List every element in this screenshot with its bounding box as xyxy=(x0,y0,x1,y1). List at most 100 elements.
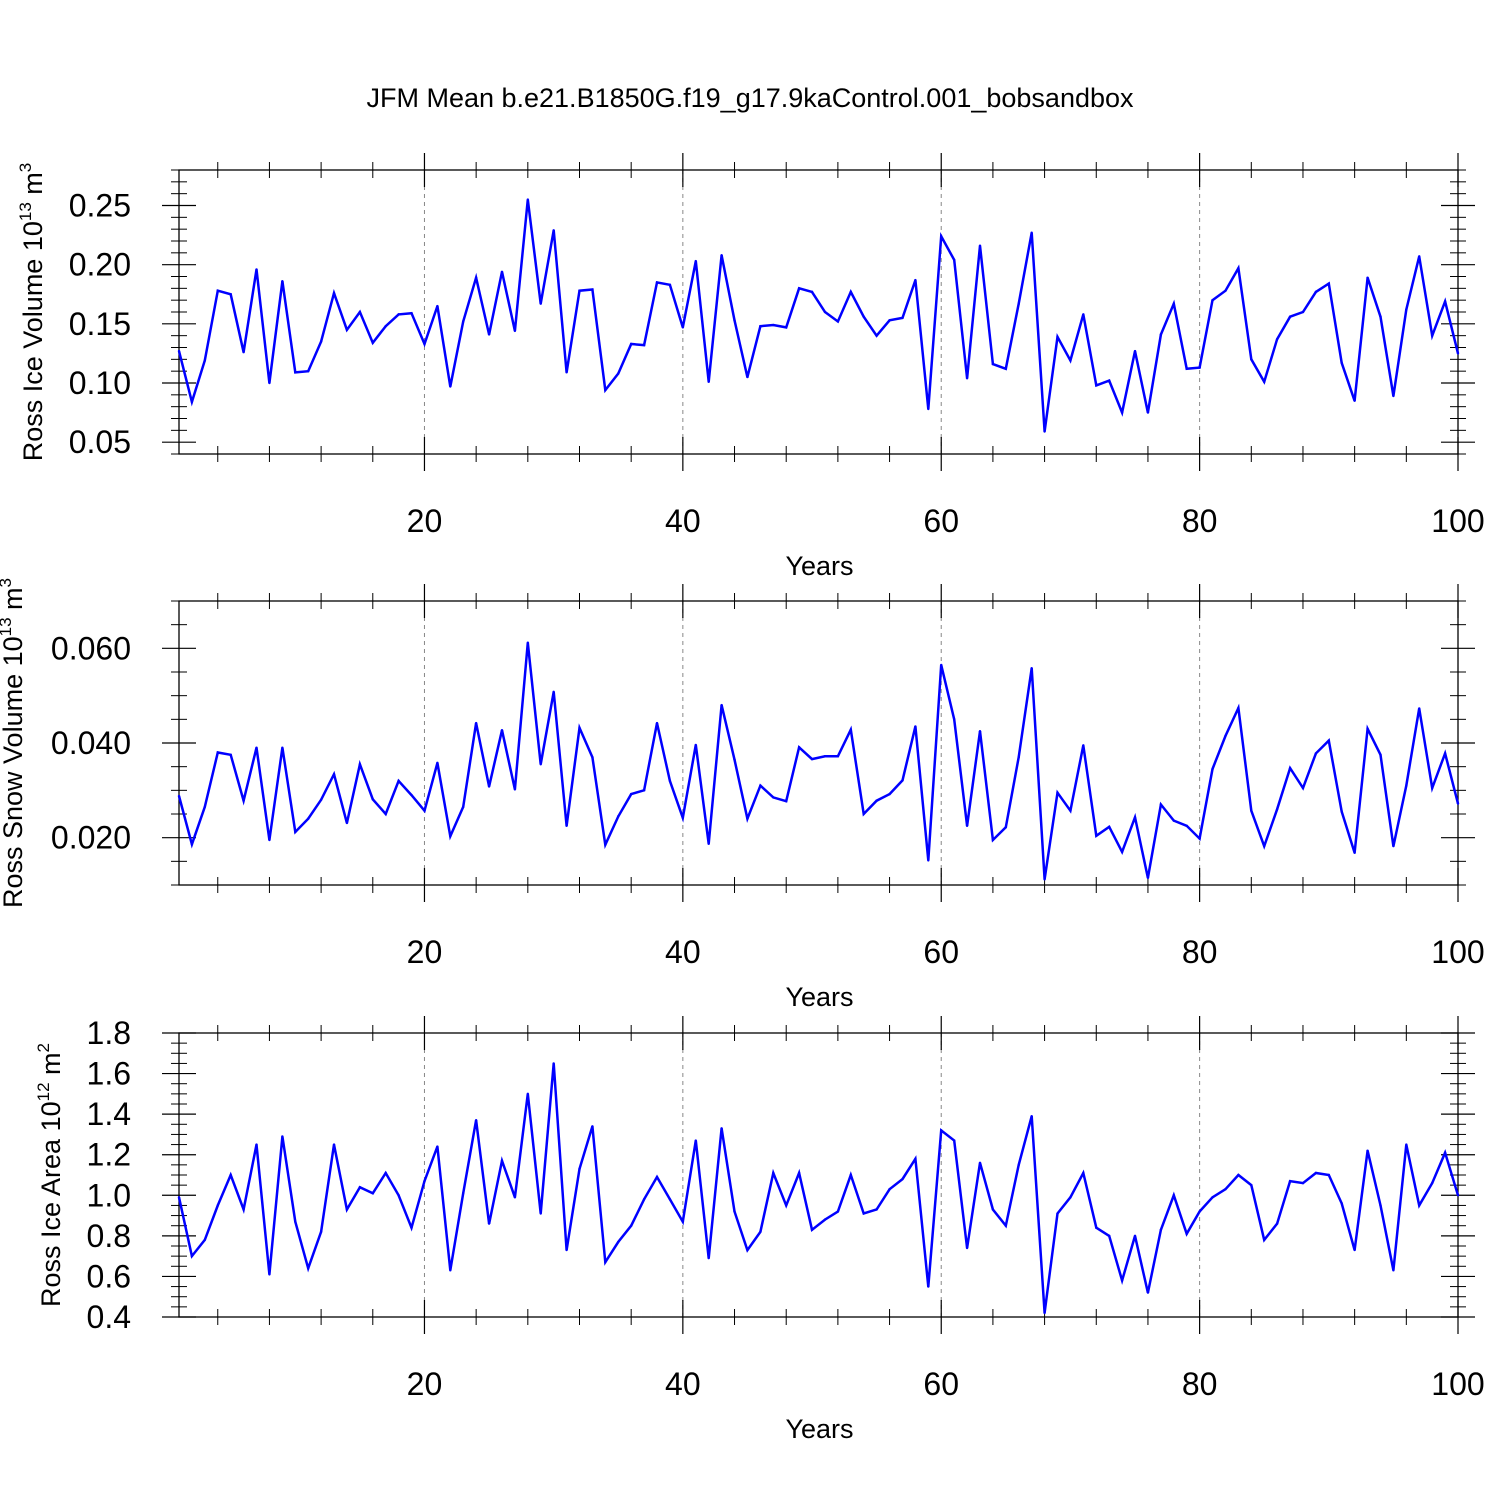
data-point xyxy=(1211,1196,1214,1199)
data-point xyxy=(642,789,646,792)
data-point xyxy=(306,1267,310,1270)
y-axis-label-exponent: 13 xyxy=(16,202,35,221)
data-point xyxy=(1418,255,1421,258)
data-point xyxy=(1133,816,1137,819)
series-line xyxy=(177,1063,1460,1314)
data-point xyxy=(513,329,517,333)
data-point xyxy=(733,1210,736,1213)
data-point xyxy=(306,369,310,373)
data-point xyxy=(462,805,465,809)
data-point xyxy=(332,291,336,295)
data-point xyxy=(1198,366,1201,369)
x-tick-label: 60 xyxy=(923,1366,959,1402)
data-point xyxy=(397,779,400,783)
data-point xyxy=(410,1226,413,1229)
data-point xyxy=(1017,756,1020,759)
x-tick-label: 40 xyxy=(665,1366,701,1402)
data-point xyxy=(759,1230,762,1234)
data-point xyxy=(629,792,633,796)
data-point xyxy=(875,334,878,337)
data-point xyxy=(436,761,439,765)
data-point xyxy=(797,287,801,290)
data-point xyxy=(177,794,181,798)
data-point xyxy=(836,1210,840,1213)
data-point xyxy=(565,1248,568,1252)
data-point xyxy=(940,1129,943,1132)
data-point xyxy=(1198,1210,1201,1213)
data-point xyxy=(940,235,943,238)
data-point xyxy=(785,326,788,329)
data-point xyxy=(371,341,374,344)
data-point xyxy=(1379,315,1382,318)
data-point xyxy=(1185,1232,1188,1236)
data-point xyxy=(177,1196,181,1199)
data-point xyxy=(177,349,181,353)
data-point xyxy=(617,372,620,375)
data-point xyxy=(487,785,491,788)
data-point xyxy=(797,746,801,749)
data-point xyxy=(629,342,633,346)
data-point xyxy=(1366,727,1369,730)
data-point xyxy=(255,746,258,749)
data-point xyxy=(1250,358,1253,361)
y-tick-label: 0.25 xyxy=(69,188,131,224)
data-point xyxy=(1392,394,1395,398)
data-point xyxy=(965,377,969,380)
data-point xyxy=(978,244,982,247)
data-point xyxy=(423,1179,426,1183)
data-point xyxy=(785,800,788,803)
data-point xyxy=(190,1254,194,1258)
data-point xyxy=(1275,808,1279,811)
x-tick-label: 80 xyxy=(1182,934,1218,970)
data-point xyxy=(849,1173,852,1177)
data-point xyxy=(1263,1238,1266,1242)
data-point xyxy=(1430,334,1434,337)
data-point xyxy=(604,1261,607,1264)
y-tick-label: 0.6 xyxy=(87,1258,131,1294)
data-point xyxy=(565,371,568,374)
data-point xyxy=(1250,1183,1253,1187)
data-point xyxy=(1275,1222,1279,1225)
data-point xyxy=(526,641,530,644)
y-tick-label: 0.05 xyxy=(69,424,131,460)
data-point xyxy=(1146,411,1150,414)
data-point xyxy=(552,690,555,694)
data-point xyxy=(526,1092,530,1096)
y-axis-label-exponent: 12 xyxy=(34,1082,53,1101)
data-point xyxy=(694,1139,697,1142)
data-point xyxy=(397,313,400,316)
plot-frame xyxy=(178,1032,1459,1318)
data-point xyxy=(746,817,749,820)
data-point xyxy=(1353,1248,1356,1252)
y-axis-label-unit-exponent: 3 xyxy=(16,163,35,172)
data-point xyxy=(1120,1279,1124,1282)
data-point xyxy=(552,229,555,232)
data-point xyxy=(1392,1269,1395,1272)
data-point xyxy=(1418,707,1421,710)
data-point xyxy=(591,756,594,759)
data-point xyxy=(190,400,194,404)
data-point xyxy=(487,1222,491,1225)
data-point xyxy=(203,359,207,362)
chart-panel-3: 20 40 60 80 100 0.4 0.6 0.8 1.0 1.2 1.4 1.6 1.8 Years… xyxy=(34,1015,1485,1444)
data-point xyxy=(319,1230,323,1234)
data-point xyxy=(681,816,685,819)
data-point xyxy=(1004,367,1008,370)
data-point xyxy=(642,343,646,347)
y-tick-label: 1.0 xyxy=(87,1177,131,1213)
data-point xyxy=(952,718,956,721)
data-point xyxy=(1392,844,1395,848)
data-point xyxy=(1133,1234,1137,1238)
y-axis-label-unit: m xyxy=(0,587,28,617)
y-axis-label-text: Ross Ice Volume 10 xyxy=(18,221,48,461)
data-point xyxy=(1237,1173,1240,1177)
data-point xyxy=(1030,1114,1033,1118)
data-point xyxy=(190,843,194,846)
x-tick-label: 80 xyxy=(1182,503,1218,539)
x-tick-label: 20 xyxy=(407,934,443,970)
x-tick-label: 20 xyxy=(407,1366,443,1402)
data-point xyxy=(1443,752,1447,755)
data-point xyxy=(1082,744,1085,747)
data-point xyxy=(423,342,426,346)
data-point xyxy=(474,276,478,279)
